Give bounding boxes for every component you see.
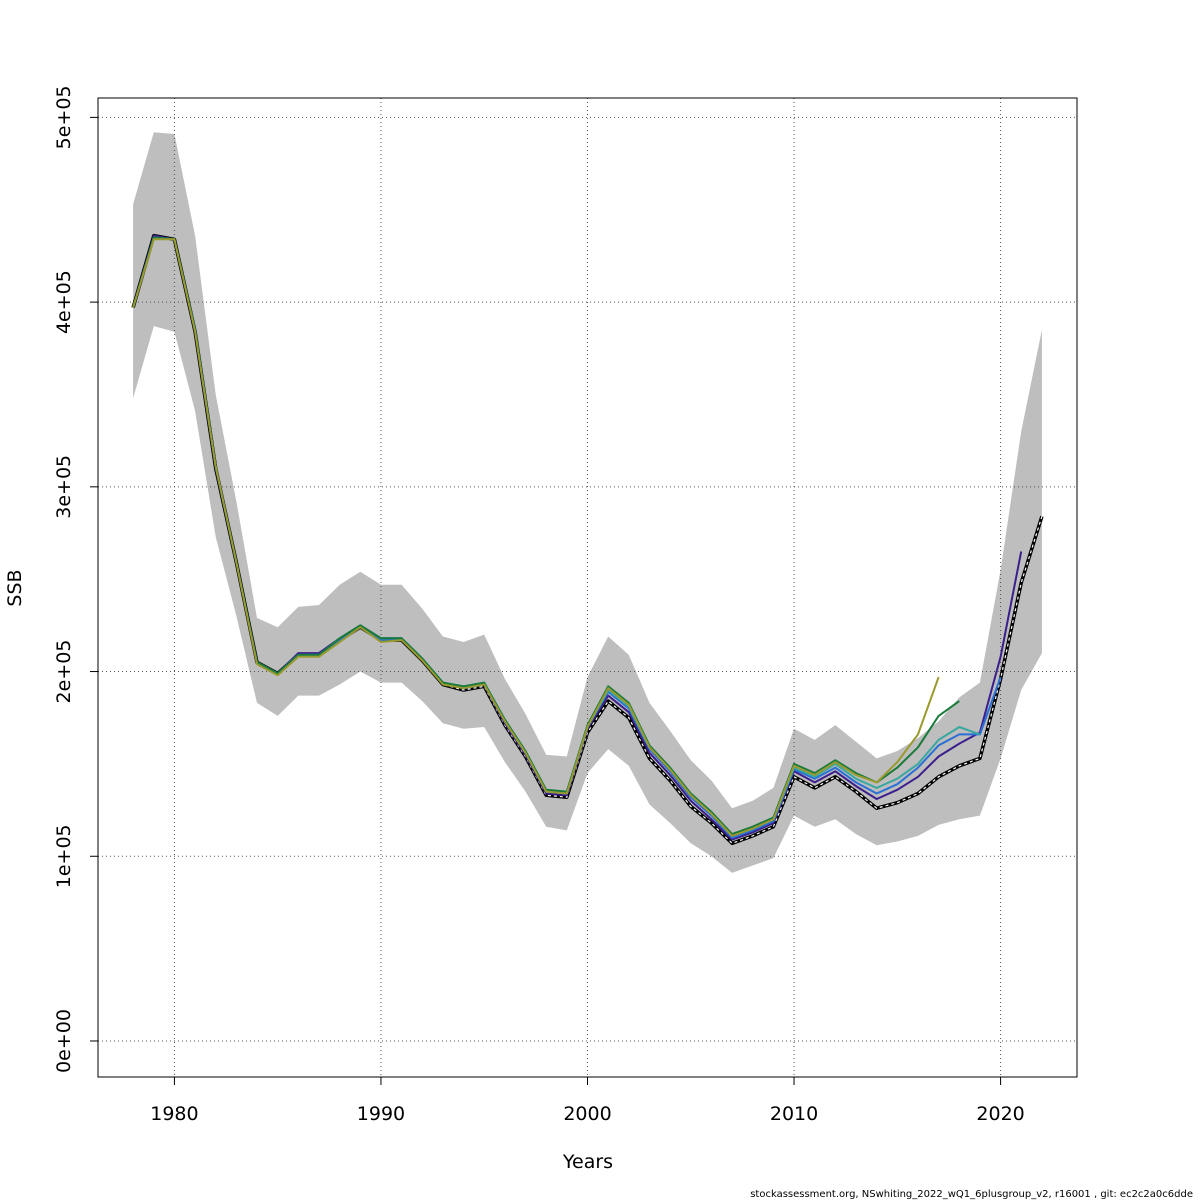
series-line	[132, 236, 1002, 839]
footer-credit: stockassessment.org, NSwhiting_2022_wQ1_…	[750, 1189, 1193, 1200]
y-tick-label: 0e+00	[53, 1009, 75, 1073]
series-layer	[131, 233, 1044, 846]
series-line	[132, 238, 940, 837]
x-axis-title: Years	[562, 1151, 613, 1173]
y-axis: 0e+00 1e+05 2e+05 3e+05 4e+05 5e+05	[53, 85, 98, 1073]
x-tick-label: 2020	[976, 1103, 1024, 1125]
y-tick-label: 4e+05	[53, 270, 75, 334]
x-tick-label: 1990	[357, 1103, 405, 1125]
y-tick-label: 1e+05	[53, 824, 75, 888]
x-tick-label: 1980	[150, 1103, 198, 1125]
x-tick-label: 2000	[563, 1103, 611, 1125]
y-axis-title: SSB	[4, 569, 26, 606]
y-tick-label: 5e+05	[53, 85, 75, 149]
x-tick-label: 2010	[770, 1103, 818, 1125]
y-tick-label: 3e+05	[53, 455, 75, 519]
x-axis: 1980 1990 2000 2010 2020	[150, 1077, 1025, 1125]
y-tick-label: 2e+05	[53, 640, 75, 704]
